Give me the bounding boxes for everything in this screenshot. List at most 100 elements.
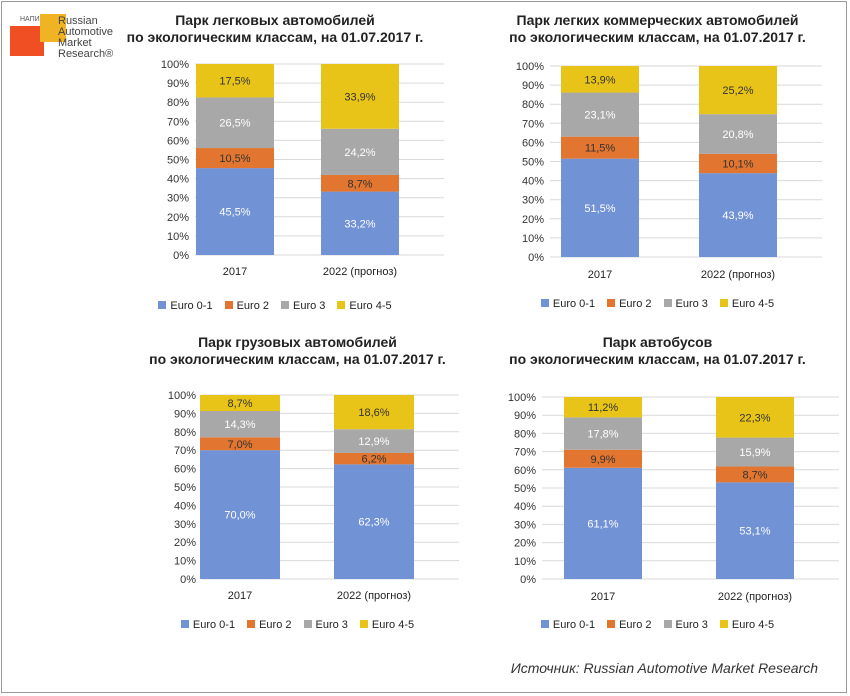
bar-segment bbox=[334, 452, 414, 465]
y-tick-label: 30% bbox=[514, 519, 536, 531]
chart-legend: Euro 0-1 Euro 2 Euro 3 Euro 4-5 bbox=[480, 298, 835, 310]
y-tick-label: 90% bbox=[522, 80, 544, 92]
y-tick-label: 20% bbox=[514, 538, 536, 550]
bar-segment bbox=[561, 158, 639, 257]
y-tick-label: 90% bbox=[167, 78, 189, 90]
bar-segment bbox=[196, 168, 274, 255]
chart-title: Парк легких коммерческих автомобилей по … bbox=[480, 12, 835, 46]
legend-item: Euro 4-5 bbox=[719, 619, 775, 631]
y-tick-label: 50% bbox=[514, 483, 536, 495]
y-tick-label: 10% bbox=[167, 231, 189, 243]
legend-item: Euro 0-1 bbox=[180, 619, 235, 631]
bar-segment bbox=[334, 395, 414, 430]
y-tick-label: 20% bbox=[522, 214, 544, 226]
legend-label: Euro 0-1 bbox=[170, 300, 213, 312]
data-label: 51,5% bbox=[584, 203, 615, 215]
bar-segment bbox=[716, 437, 794, 467]
bar-segment bbox=[699, 114, 777, 154]
legend-swatch bbox=[663, 299, 672, 307]
bar-segment bbox=[200, 411, 280, 438]
data-label: 17,8% bbox=[587, 429, 618, 441]
source-note: Источник: Russian Automotive Market Rese… bbox=[510, 660, 818, 676]
legend-swatch bbox=[158, 301, 167, 309]
y-tick-label: 70% bbox=[514, 447, 536, 459]
bar-segment bbox=[200, 450, 280, 579]
data-label: 13,9% bbox=[584, 74, 615, 86]
chart-legend: Euro 0-1 Euro 2 Euro 3 Euro 4-5 bbox=[480, 619, 835, 631]
bar-segment bbox=[321, 64, 399, 129]
data-label: 18,6% bbox=[358, 407, 389, 419]
chart-legend: Euro 0-1 Euro 2 Euro 3 Euro 4-5 bbox=[110, 300, 440, 312]
legend-swatch bbox=[607, 299, 616, 307]
x-category-label: 2022 (прогноз) bbox=[701, 269, 775, 281]
bar-segment bbox=[716, 482, 794, 579]
legend-item: Euro 2 bbox=[224, 300, 269, 312]
data-label: 10,1% bbox=[722, 159, 753, 171]
legend-label: Euro 3 bbox=[293, 300, 326, 312]
y-tick-label: 60% bbox=[174, 464, 196, 476]
data-label: 33,9% bbox=[344, 91, 375, 103]
data-label: 7,0% bbox=[227, 439, 252, 451]
data-label: 53,1% bbox=[739, 526, 770, 538]
data-label: 22,3% bbox=[739, 412, 770, 424]
legend-item: Euro 3 bbox=[663, 298, 708, 310]
chart-title-line-1: Парк грузовых автомобилей bbox=[198, 334, 397, 350]
data-label: 14,3% bbox=[224, 419, 255, 431]
y-tick-label: 100% bbox=[516, 61, 544, 73]
data-label: 70,0% bbox=[224, 510, 255, 522]
data-label: 15,9% bbox=[739, 447, 770, 459]
data-label: 8,7% bbox=[227, 398, 252, 410]
y-tick-label: 10% bbox=[514, 556, 536, 568]
chart-panel-buses: Парк автобусов по экологическим классам,… bbox=[480, 334, 839, 644]
legend-label: Euro 4-5 bbox=[349, 300, 392, 312]
legend-item: Euro 0-1 bbox=[540, 298, 596, 310]
y-tick-label: 0% bbox=[520, 574, 536, 586]
y-tick-label: 30% bbox=[522, 195, 544, 207]
x-category-label: 2017 bbox=[591, 591, 615, 603]
bar-segment bbox=[334, 429, 414, 453]
legend-item: Euro 0-1 bbox=[540, 619, 595, 631]
logo-name: Russian Automotive Market Research® bbox=[58, 15, 114, 60]
bar-segment bbox=[321, 174, 399, 192]
data-label: 45,5% bbox=[219, 207, 250, 219]
y-tick-label: 70% bbox=[522, 118, 544, 130]
legend-label: Euro 2 bbox=[619, 298, 652, 310]
legend-label: Euro 0-1 bbox=[552, 298, 596, 310]
bar-segment bbox=[200, 437, 280, 451]
y-tick-label: 90% bbox=[174, 408, 196, 420]
chart-panel-passenger-cars: Парк легковых автомобилей по экологическ… bbox=[110, 12, 444, 312]
legend-swatch bbox=[719, 620, 728, 628]
data-label: 43,9% bbox=[722, 210, 753, 222]
data-label: 9,9% bbox=[590, 454, 615, 466]
legend-item: Euro 4-5 bbox=[337, 300, 392, 312]
y-tick-label: 50% bbox=[167, 155, 189, 167]
y-tick-label: 40% bbox=[167, 174, 189, 186]
legend-label: Euro 4-5 bbox=[731, 298, 775, 310]
x-category-label: 2022 (прогноз) bbox=[337, 590, 411, 602]
y-tick-label: 80% bbox=[514, 428, 536, 440]
legend-swatch bbox=[224, 301, 233, 309]
legend-swatch bbox=[281, 301, 289, 309]
y-tick-label: 70% bbox=[174, 445, 196, 457]
chart-title: Парк грузовых автомобилей по экологическ… bbox=[120, 334, 475, 368]
legend-label: Euro 4-5 bbox=[731, 619, 775, 631]
y-tick-label: 100% bbox=[508, 392, 536, 404]
chart-title-line-2: по экологическим классам, на 01.07.2017 … bbox=[126, 29, 424, 45]
chart-title-line-1: Парк легковых автомобилей bbox=[175, 12, 375, 28]
bar-segment bbox=[561, 66, 639, 93]
bar-segment bbox=[564, 467, 642, 579]
legend-item: Euro 4-5 bbox=[359, 619, 414, 631]
logo-red-square bbox=[10, 26, 44, 56]
data-label: 17,5% bbox=[219, 76, 250, 88]
legend-label: Euro 2 bbox=[619, 619, 652, 631]
bar-segment bbox=[716, 397, 794, 438]
y-tick-label: 0% bbox=[528, 252, 544, 264]
bar-segment bbox=[200, 395, 280, 412]
bar-segment bbox=[196, 97, 274, 149]
chart-svg: 0% 10% 20% 30% 40% 50% 60% 70% 80% 90% 100% 61,1% 9,… bbox=[508, 392, 839, 603]
data-label: 25,2% bbox=[722, 85, 753, 97]
bar-segment bbox=[321, 191, 399, 255]
legend-item: Euro 3 bbox=[663, 619, 708, 631]
bar-segment bbox=[196, 148, 274, 169]
